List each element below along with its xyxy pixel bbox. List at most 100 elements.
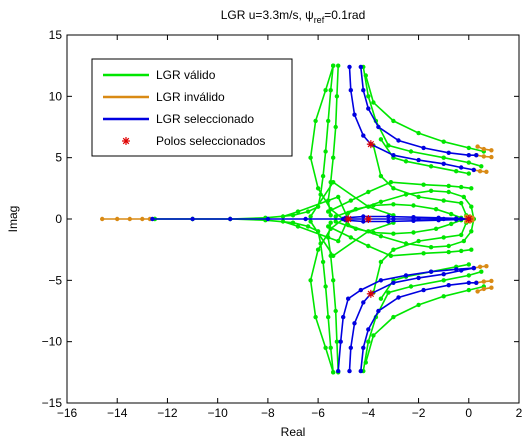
lgr-invalido-point (100, 216, 105, 222)
lgr-valido-point (446, 189, 451, 195)
lgr-valido-line (335, 203, 462, 219)
lgr-seleccionado-line (348, 267, 474, 372)
lgr-valido-branch (308, 180, 396, 219)
lgr-valido-point (441, 294, 446, 299)
lgr-valido-point (416, 130, 421, 136)
lgr-seleccionado-point (361, 214, 366, 219)
lgr-seleccionado-point (474, 153, 479, 158)
lgr-seleccionado-point (386, 214, 391, 219)
lgr-seleccionado-point (421, 287, 426, 293)
lgr-valido-line (372, 145, 470, 220)
lgr-invalido-point (477, 264, 483, 269)
lgr-valido-point (308, 219, 313, 224)
lgr-valido-point (466, 171, 471, 176)
lgr-seleccionado-point (436, 218, 441, 223)
lgr-valido-point (461, 238, 466, 244)
lgr-valido-branch (326, 180, 474, 214)
lgr-seleccionado-branch (358, 64, 479, 158)
lgr-valido-point (479, 269, 484, 274)
lgr-invalido-point (481, 146, 486, 152)
x-axis-label: Real (281, 425, 306, 439)
lgr-valido-point (421, 251, 426, 256)
lgr-valido-point (336, 194, 341, 200)
lgr-valido-point (366, 229, 371, 234)
legend-label: Polos seleccionados (156, 134, 265, 148)
lgr-valido-point (353, 226, 358, 231)
lgr-seleccionado-point (428, 269, 434, 274)
lgr-valido-point (428, 245, 434, 250)
y-tick-label: −5 (48, 273, 62, 287)
x-tick-label: −12 (157, 406, 178, 420)
lgr-valido-point (295, 224, 301, 229)
lgr-valido-point (313, 118, 318, 124)
lgr-valido-point (333, 124, 338, 130)
legend: LGR válido LGR inválido LGR seleccionado Po… (91, 58, 293, 157)
lgr-valido-point (428, 164, 434, 169)
y-axis-ticks: −15 −10 −5 0 5 10 15 (42, 28, 519, 410)
lgr-valido-point (403, 159, 409, 164)
lgr-valido-point (348, 235, 353, 240)
lgr-valido-point (428, 188, 434, 193)
lgr-valido-point (348, 198, 353, 203)
lgr-valido-point (378, 199, 384, 204)
lgr-valido-line (335, 219, 462, 235)
lgr-seleccionado-point (471, 167, 476, 173)
lgr-seleccionado-point (446, 150, 451, 155)
x-tick-label: −8 (261, 406, 275, 420)
lgr-valido-point (323, 88, 328, 93)
lgr-valido-point (280, 219, 286, 224)
lgr-valido-point (353, 207, 358, 212)
polos-seleccionados-marker (364, 215, 373, 223)
lgr-valido-line (309, 181, 394, 217)
lgr-valido-point (378, 173, 384, 179)
lgr-valido-point (459, 200, 464, 206)
legend-item-lgr-seleccionado: LGR seleccionado (103, 112, 254, 126)
lgr-valido-point (366, 339, 371, 344)
lgr-invalido-point (481, 154, 486, 159)
lgr-valido-point (466, 262, 471, 267)
lgr-valido-point (459, 184, 464, 190)
lgr-valido-point (323, 284, 328, 289)
lgr-valido-point (386, 290, 391, 295)
polos-seleccionados-marker (464, 215, 473, 223)
lgr-valido-point (411, 230, 416, 235)
lgr-invalido-point (477, 169, 483, 174)
lgr-valido-point (454, 169, 459, 174)
lgr-valido-point (371, 333, 376, 338)
lgr-seleccionado-point (421, 145, 426, 151)
lgr-seleccionado-point (459, 165, 464, 170)
lgr-seleccionado-branch (336, 265, 476, 374)
lgr-valido-point (391, 314, 396, 320)
lgr-valido-point (326, 314, 331, 320)
legend-label: LGR seleccionado (156, 112, 254, 126)
lgr-seleccionado-point (361, 88, 366, 93)
lgr-valido-branch (363, 284, 486, 365)
lgr-valido-point (391, 247, 396, 252)
y-tick-label: 5 (55, 151, 62, 165)
lgr-valido-point (305, 209, 311, 214)
lgr-valido-point (441, 155, 446, 160)
lgr-seleccionado-branch (358, 280, 479, 374)
lgr-valido-point (408, 284, 414, 289)
lgr-seleccionado-point (391, 216, 396, 222)
lgr-valido-point (328, 213, 333, 218)
lgr-seleccionado-point (348, 345, 353, 350)
lgr-seleccionado-point (150, 216, 155, 222)
lgr-valido-point (441, 278, 446, 283)
x-tick-label: −4 (361, 406, 375, 420)
lgr-seleccionado-point (346, 296, 351, 301)
y-tick-label: 10 (49, 89, 63, 103)
lgr-valido-point (403, 241, 409, 246)
lgr-seleccionado-point (396, 138, 401, 143)
lgr-valido-point (391, 118, 396, 124)
lgr-seleccionado-point (352, 112, 357, 117)
lgr-valido-point (308, 214, 313, 219)
y-tick-label: 15 (49, 28, 63, 42)
lgr-valido-point (433, 226, 439, 231)
lgr-valido-point (333, 308, 338, 314)
lgr-seleccionado-point (228, 216, 233, 222)
x-tick-label: 0 (465, 406, 472, 420)
lgr-valido-point (366, 94, 371, 99)
legend-label: LGR inválido (156, 90, 225, 104)
